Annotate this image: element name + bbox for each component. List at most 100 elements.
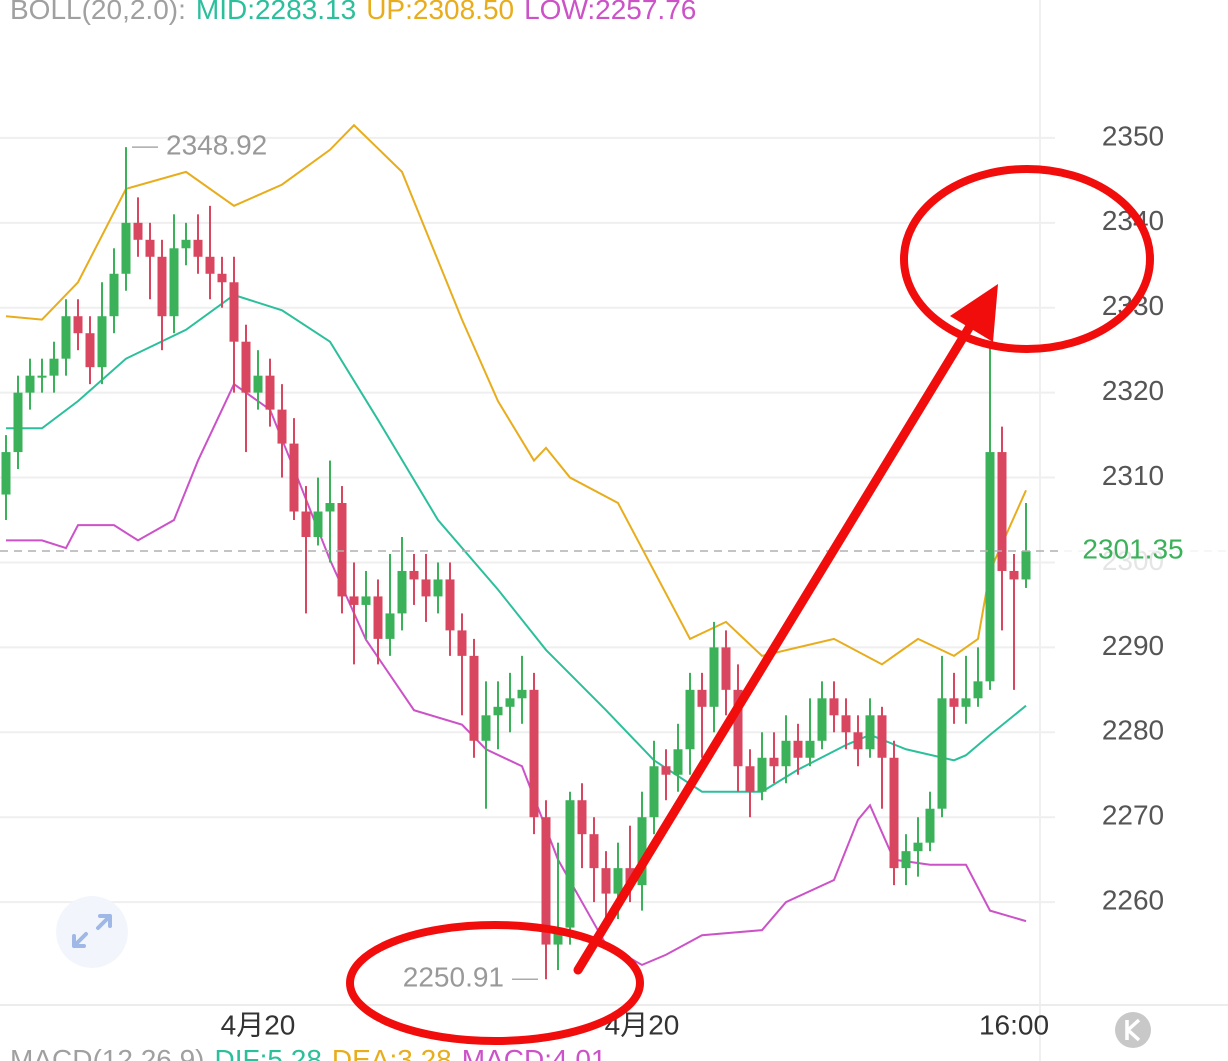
labels: 2260227022802290230023102320233023402350… — [0, 120, 1228, 1040]
candle-body — [829, 698, 839, 716]
candle-body — [229, 282, 239, 342]
bollinger-line — [5, 123, 1027, 666]
candle-body — [613, 868, 623, 894]
candle-body — [469, 655, 479, 741]
candle-body — [733, 689, 743, 767]
indicator-label: BOLL(20,2.0): — [10, 0, 186, 25]
candle-body — [373, 596, 383, 639]
min-label: 2250.91 — [403, 962, 504, 993]
candle-body — [493, 706, 503, 716]
candle-body — [85, 333, 95, 368]
y-tick-label: 2350 — [1102, 120, 1164, 151]
indicator-label: MACD(12,26,9) — [10, 1044, 205, 1061]
candle-body — [589, 834, 599, 869]
candle-body — [973, 681, 983, 699]
candle-body — [889, 757, 899, 869]
candle-body — [49, 358, 59, 376]
candle-body — [661, 766, 671, 775]
candle-body — [445, 579, 455, 631]
candle-body — [577, 800, 587, 835]
indicator-value: UP:2308.50 — [366, 0, 514, 25]
candle-body — [841, 715, 851, 733]
candle-body — [997, 452, 1007, 571]
candle-body — [121, 222, 131, 274]
candle-body — [337, 503, 347, 597]
candle-body — [817, 698, 827, 741]
bollinger-lines — [5, 123, 1027, 967]
candle-body — [25, 375, 35, 393]
candle-body — [277, 409, 287, 444]
candle-body — [949, 698, 959, 707]
candle-body — [205, 256, 215, 274]
candle-body — [649, 766, 659, 818]
expand-button[interactable] — [56, 896, 128, 968]
y-tick-label: 2310 — [1102, 460, 1164, 491]
grid — [0, 136, 1055, 904]
candle-body — [265, 375, 275, 410]
candle-body — [73, 316, 83, 334]
candle-body — [793, 740, 803, 758]
y-tick-label: 2320 — [1102, 375, 1164, 406]
candle-body — [361, 596, 371, 605]
y-tick-label: 2290 — [1102, 630, 1164, 661]
candle-body — [637, 817, 647, 886]
k-button[interactable] — [1115, 1012, 1151, 1048]
candle-body — [97, 316, 107, 368]
candle-body — [925, 808, 935, 843]
last-price-label: 2301.35 — [1082, 533, 1183, 564]
candles — [1, 147, 1031, 980]
candle-body — [193, 239, 203, 257]
candle-body — [517, 689, 527, 699]
candle-body — [217, 273, 227, 283]
candle-body — [865, 715, 875, 750]
candle-body — [937, 698, 947, 809]
candle-body — [709, 647, 719, 707]
y-tick-label: 2270 — [1102, 800, 1164, 831]
indicator-value: DEA:3.28 — [332, 1044, 452, 1061]
indicator-value: LOW:2257.76 — [524, 0, 696, 25]
candle-body — [757, 757, 767, 792]
y-tick-label: 2260 — [1102, 884, 1164, 915]
bollinger-line — [6, 293, 1027, 793]
candle-body — [721, 647, 731, 690]
candle-body — [157, 256, 167, 317]
candle-body — [481, 715, 491, 741]
candle-body — [505, 698, 515, 707]
candle-body — [541, 817, 551, 945]
indicator-header: BOLL(20,2.0): MID:2283.13 UP:2308.50 LOW:22… — [10, 0, 696, 25]
candle-body — [877, 715, 887, 758]
candle-body — [853, 732, 863, 750]
candle-body — [37, 375, 47, 378]
candle-body — [457, 630, 467, 656]
candle-body — [109, 273, 119, 317]
last-price-box — [1062, 529, 1228, 574]
bollinger-line — [6, 382, 1027, 967]
candle-body — [781, 740, 791, 767]
candle-body — [61, 316, 71, 359]
x-tick-label: 16:00 — [979, 1009, 1049, 1040]
annotation — [346, 165, 1154, 1045]
candle-body — [325, 503, 335, 512]
indicator-value: DIF:5.28 — [215, 1044, 322, 1061]
candle-body — [985, 452, 995, 682]
candle-body — [181, 239, 191, 249]
candle-body — [313, 511, 323, 537]
candle-body — [1021, 551, 1031, 580]
indicator-value: MACD:4.01 — [462, 1044, 607, 1061]
candle-body — [349, 596, 359, 605]
candle-body — [241, 341, 251, 393]
candle-body — [529, 689, 539, 818]
candle-body — [805, 740, 815, 758]
candle-body — [769, 757, 779, 767]
candle-body — [169, 248, 179, 317]
candle-body — [565, 800, 575, 928]
indicator-value: MID:2283.13 — [196, 0, 356, 25]
candle-body — [133, 222, 143, 240]
candle-body — [289, 443, 299, 512]
candle-body — [385, 613, 395, 639]
candle-body — [685, 689, 695, 750]
candle-body — [433, 579, 443, 597]
candle-body — [913, 842, 923, 852]
candle-body — [1, 452, 11, 495]
